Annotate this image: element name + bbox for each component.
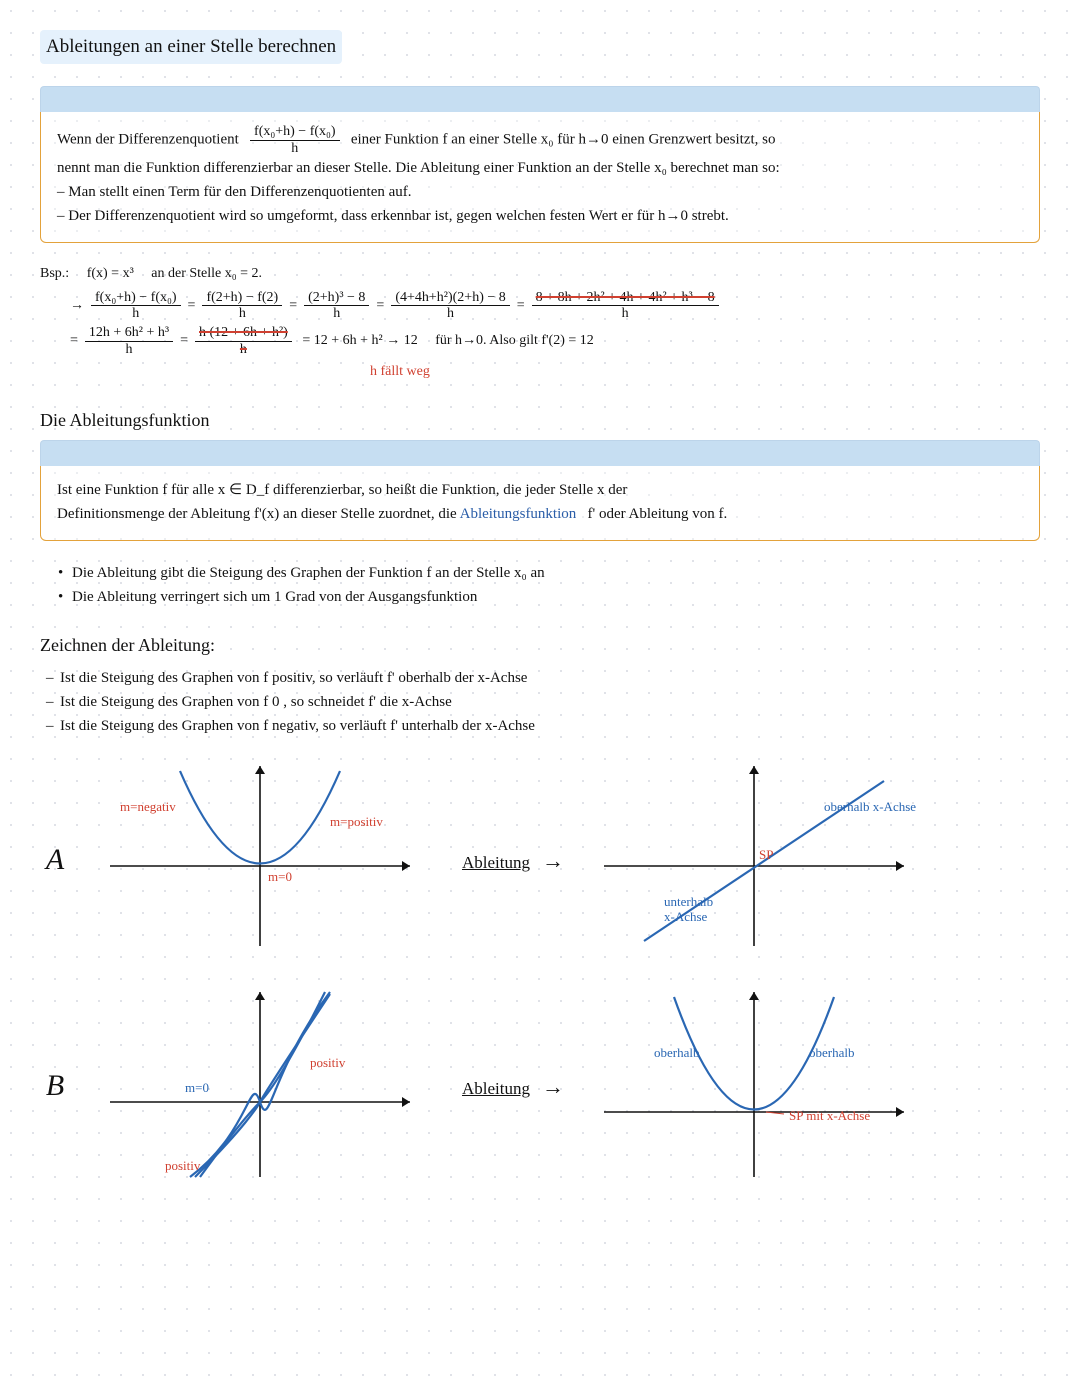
graph-b-right: oberhalb oberhalb SP mit x-Achse	[584, 982, 924, 1190]
bsp-row2: = 12h + 6h² + h³h = h (12 + 6h + h²) h =…	[70, 325, 1040, 357]
definition-box-2: Ist eine Funktion f für alle x ∈ D_f dif…	[40, 466, 1040, 541]
graph-b-left-svg: positiv positiv m=0	[90, 982, 430, 1182]
rule-1: Ist die Steigung des Graphen von f posit…	[46, 666, 1040, 690]
graph-row-a: A m=negativ m=positiv m=0 Ableitung→ obe…	[40, 756, 1040, 964]
bullet-1: Die Ableitung gibt die Steigung des Grap…	[58, 561, 1040, 585]
f6d: h	[85, 342, 173, 357]
ann-b-ober1: oberhalb	[654, 1045, 699, 1060]
graph-a-right-svg: oberhalb x-Achse unterhalb x-Achse SP	[584, 756, 924, 956]
box2-line2a: Definitionsmenge der Ableitung f'(x) an …	[57, 506, 457, 522]
heading-ableitungsfunktion: Die Ableitungsfunktion	[40, 406, 1040, 435]
f2d: h	[202, 306, 282, 321]
ann-b-sp: SP mit x-Achse	[789, 1108, 870, 1123]
box1-step1: – Man stellt einen Term für den Differen…	[57, 180, 1023, 204]
arrow-b: Ableitung→	[450, 1069, 564, 1104]
ann-below-2: x-Achse	[664, 909, 708, 924]
ann-m-zero: m=0	[268, 869, 292, 884]
box2-header-bar	[40, 440, 1040, 466]
bsp-func: f(x) = x³	[87, 266, 134, 281]
rule-3: Ist die Steigung des Graphen von f negat…	[46, 714, 1040, 738]
box2-line2: Definitionsmenge der Ableitung f'(x) an …	[57, 502, 1023, 526]
label-b: B	[40, 1062, 70, 1110]
box1-line2: nennt man die Funktion differenzierbar a…	[57, 156, 1023, 180]
ann-m-pos: m=positiv	[330, 814, 383, 829]
bsp-row1: → f(x₀+h) − f(x₀)h = f(2+h) − f(2)h = (2…	[70, 290, 1040, 322]
f5n: 8 + 8h + 2h² + 4h + 4h² + h³ − 8	[532, 290, 719, 306]
ann-sp: SP	[759, 847, 773, 862]
arrow-b-label: Ableitung	[462, 1079, 530, 1098]
ann-b-pos2: positiv	[165, 1158, 201, 1173]
f1n: f(x₀+h) − f(x₀)	[91, 290, 181, 306]
f6n: 12h + 6h² + h³	[85, 325, 173, 341]
graph-b-right-svg: oberhalb oberhalb SP mit x-Achse	[584, 982, 924, 1182]
graph-a-left: m=negativ m=positiv m=0	[90, 756, 430, 964]
f7n: h (12 + 6h + h²)	[195, 325, 292, 341]
dq-num: f(x₀+h) − f(x₀)	[250, 124, 340, 140]
bsp-at: an der Stelle x₀ = 2.	[151, 266, 262, 281]
f2n: f(2+h) − f(2)	[202, 290, 282, 306]
box2-highlight: Ableitungsfunktion	[460, 506, 577, 522]
box2-line2b: f' oder Ableitung von f.	[588, 506, 728, 522]
box1-intro-b: einer Funktion f an einer Stelle x₀ für …	[351, 132, 776, 148]
f5d: h	[532, 306, 719, 321]
f3n: (2+h)³ − 8	[304, 290, 369, 306]
box1-step2: – Der Differenzenquotient wird so umgefo…	[57, 204, 1023, 228]
ann-below-1: unterhalb	[664, 894, 713, 909]
rules-block: Ist die Steigung des Graphen von f posit…	[40, 666, 1040, 738]
graph-a-left-svg: m=negativ m=positiv m=0	[90, 756, 430, 956]
f8: = 12 + 6h + h² → 12	[302, 333, 417, 348]
bsp-head: Bsp.: f(x) = x³ an der Stelle x₀ = 2.	[40, 263, 1040, 285]
arrow-a-label: Ableitung	[462, 853, 530, 872]
arrow-a: Ableitung→	[450, 843, 564, 878]
box1-line1: Wenn der Differenzenquotient f(x₀+h) − f…	[57, 124, 1023, 156]
dq-den: h	[250, 141, 340, 156]
ann-b-m0: m=0	[185, 1080, 209, 1095]
f7d: h	[195, 342, 292, 357]
graph-a-right: oberhalb x-Achse unterhalb x-Achse SP	[584, 756, 924, 964]
heading-zeichnen: Zeichnen der Ableitung:	[40, 631, 1040, 660]
box1-intro-a: Wenn der Differenzenquotient	[57, 132, 239, 148]
ann-above: oberhalb x-Achse	[824, 799, 916, 814]
box1-header-bar	[40, 86, 1040, 112]
f4d: h	[391, 306, 509, 321]
page-title: Ableitungen an einer Stelle berechnen	[40, 30, 342, 64]
bsp-label: Bsp.:	[40, 266, 69, 281]
box2-line1: Ist eine Funktion f für alle x ∈ D_f dif…	[57, 478, 1023, 502]
example-block: Bsp.: f(x) = x³ an der Stelle x₀ = 2. → …	[40, 263, 1040, 383]
bsp-note: h fällt weg	[370, 361, 1040, 383]
f4n: (4+4h+h²)(2+h) − 8	[391, 290, 509, 306]
bullet-2: Die Ableitung verringert sich um 1 Grad …	[58, 585, 1040, 609]
diff-quotient-frac: f(x₀+h) − f(x₀) h	[250, 124, 340, 156]
ann-b-ober2: oberhalb	[809, 1045, 854, 1060]
graph-row-b: B positiv positiv m=0 Ableitung→ oberhal…	[40, 982, 1040, 1190]
graph-b-left: positiv positiv m=0	[90, 982, 430, 1190]
rule-2: Ist die Steigung des Graphen von f 0 , s…	[46, 690, 1040, 714]
f3d: h	[304, 306, 369, 321]
f1d: h	[91, 306, 181, 321]
ann-b-pos1: positiv	[310, 1055, 346, 1070]
definition-box-1: Wenn der Differenzenquotient f(x₀+h) − f…	[40, 112, 1040, 243]
bullet-block: Die Ableitung gibt die Steigung des Grap…	[40, 561, 1040, 609]
bsp-tail: für h→0. Also gilt f'(2) = 12	[435, 333, 594, 348]
label-a: A	[40, 836, 70, 884]
ann-m-neg: m=negativ	[120, 799, 176, 814]
